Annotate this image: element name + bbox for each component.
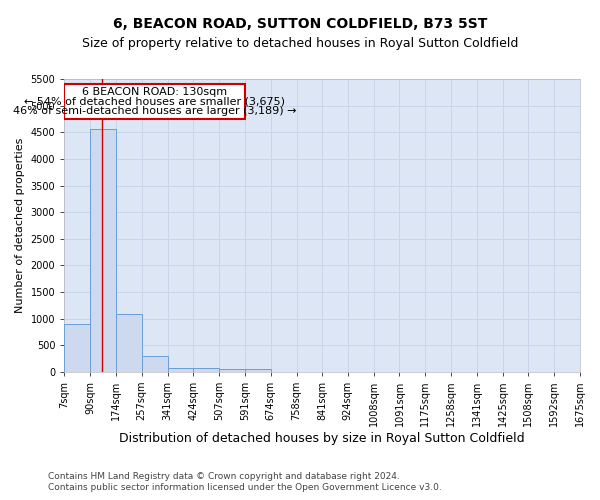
Text: 6, BEACON ROAD, SUTTON COLDFIELD, B73 5ST: 6, BEACON ROAD, SUTTON COLDFIELD, B73 5S… (113, 18, 487, 32)
Text: ← 54% of detached houses are smaller (3,675): ← 54% of detached houses are smaller (3,… (24, 96, 285, 106)
Text: Size of property relative to detached houses in Royal Sutton Coldfield: Size of property relative to detached ho… (82, 38, 518, 51)
Bar (193, 368, 219, 372)
Bar (219, 369, 245, 372)
Bar (245, 370, 271, 372)
Bar (64, 324, 90, 372)
Bar (116, 314, 142, 372)
Text: 46% of semi-detached houses are larger (3,189) →: 46% of semi-detached houses are larger (… (13, 106, 296, 117)
X-axis label: Distribution of detached houses by size in Royal Sutton Coldfield: Distribution of detached houses by size … (119, 432, 525, 445)
Text: 6 BEACON ROAD: 130sqm: 6 BEACON ROAD: 130sqm (82, 87, 227, 97)
Text: Contains HM Land Registry data © Crown copyright and database right 2024.: Contains HM Land Registry data © Crown c… (48, 472, 400, 481)
Bar (142, 356, 167, 372)
Bar (64, 84, 245, 119)
Bar (167, 368, 193, 372)
Y-axis label: Number of detached properties: Number of detached properties (15, 138, 25, 313)
Text: Contains public sector information licensed under the Open Government Licence v3: Contains public sector information licen… (48, 484, 442, 492)
Bar (90, 129, 116, 372)
